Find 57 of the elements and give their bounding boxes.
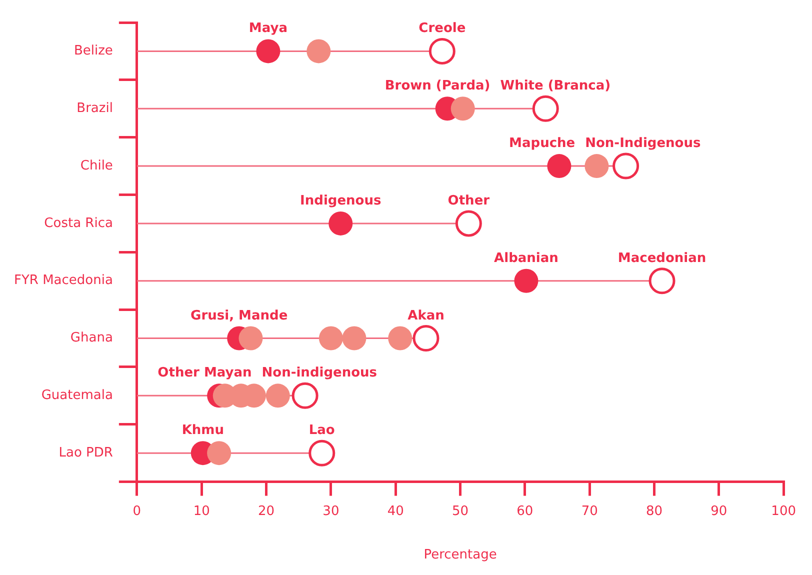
x-tick-label: 60 — [516, 504, 534, 519]
point — [547, 154, 572, 178]
point — [238, 326, 263, 350]
y-tick-label: Brazil — [76, 100, 113, 116]
x-tick-label: 70 — [581, 504, 598, 519]
point — [584, 154, 609, 178]
x-tick-label: 90 — [710, 504, 728, 519]
point — [266, 384, 290, 408]
x-tick-label: 80 — [646, 504, 663, 519]
point — [256, 39, 280, 64]
y-tick-label: Belize — [74, 44, 113, 59]
x-tick-label: 100 — [771, 504, 796, 519]
y-tick-label: Chile — [80, 158, 113, 174]
y-tick-label: Guatemala — [41, 388, 113, 404]
x-tick-label: 20 — [258, 504, 275, 519]
annotation: Grusi, Mande — [190, 308, 288, 324]
point — [428, 38, 456, 64]
y-tick-label: Ghana — [70, 330, 113, 346]
point — [306, 39, 331, 64]
point — [612, 152, 640, 180]
annotation: Maya — [248, 21, 288, 36]
annotation: Albanian — [494, 250, 558, 266]
annotation: Akan — [408, 308, 444, 324]
point — [342, 326, 366, 350]
point — [318, 326, 343, 350]
y-tick-label: Costa Rica — [44, 216, 113, 231]
annotation: Lao — [308, 423, 335, 438]
annotation: Non-indigenous — [262, 366, 378, 381]
annotation: White (Branca) — [500, 78, 611, 94]
annotation: Brown (Parda) — [384, 78, 490, 94]
point — [532, 95, 559, 122]
point — [455, 210, 482, 237]
point — [292, 382, 318, 409]
x-tick-label: 0 — [132, 504, 142, 519]
x-tick-label: 10 — [193, 504, 210, 519]
point — [412, 325, 440, 352]
annotation: Other Mayan — [158, 366, 252, 381]
point — [207, 441, 232, 466]
annotation: Indigenous — [300, 193, 382, 208]
point — [648, 268, 676, 294]
y-tick-label: FYR Macedonia — [14, 273, 113, 288]
point — [388, 326, 412, 350]
annotation: Other — [448, 193, 490, 208]
x-tick-label: 40 — [387, 504, 404, 519]
annotation: Non-Indigenous — [585, 136, 701, 152]
point — [308, 440, 336, 466]
x-axis-title: Percentage — [424, 548, 497, 563]
x-tick-label: 50 — [452, 504, 469, 519]
annotation: Creole — [418, 21, 466, 36]
y-tick-label: Lao PDR — [58, 445, 113, 460]
point — [328, 211, 353, 236]
point — [450, 96, 475, 121]
point — [514, 268, 538, 293]
x-tick-label: 30 — [322, 504, 340, 519]
annotation: Macedonian — [618, 250, 706, 266]
annotation: Mapuche — [509, 136, 576, 152]
annotation: Khmu — [182, 423, 224, 438]
